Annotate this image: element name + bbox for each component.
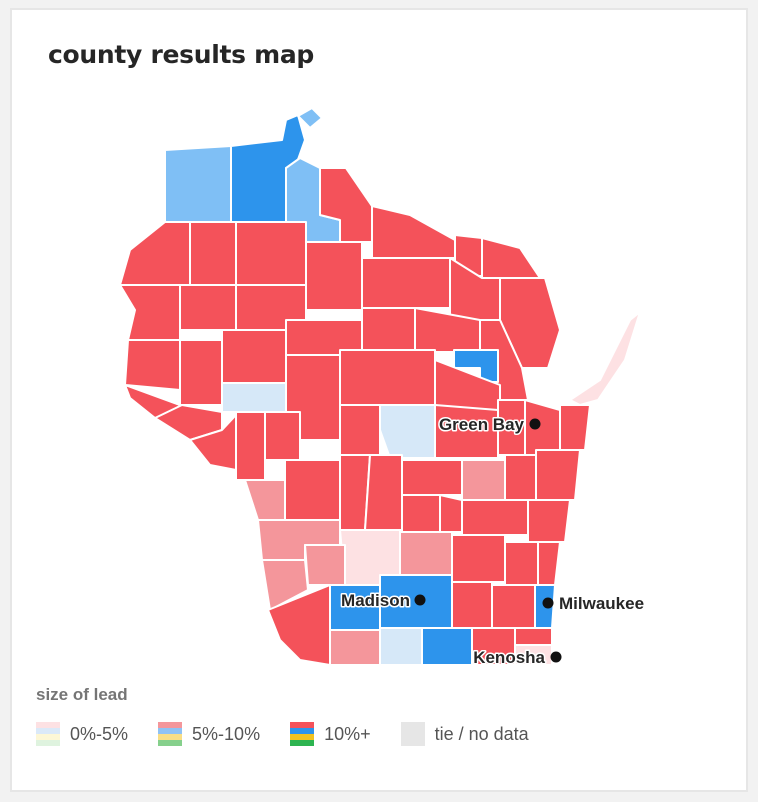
city-label: Green Bay	[439, 415, 525, 434]
legend-color-band	[36, 740, 60, 746]
county-waukesha[interactable]	[491, 584, 536, 629]
county-madeline-island[interactable]	[297, 107, 323, 129]
legend: 0%-5% 5%-10% 10%+ tie / no data	[36, 722, 559, 746]
county-sheboygan[interactable]	[527, 499, 571, 543]
city-label: Madison	[341, 591, 410, 610]
county-washburn[interactable]	[189, 221, 237, 286]
county-eauclaire[interactable]	[221, 382, 287, 413]
county-lafayette[interactable]	[329, 629, 381, 666]
city-dot	[529, 418, 541, 430]
city-dot	[542, 597, 554, 609]
county-stcroix[interactable]	[124, 339, 181, 391]
legend-swatch	[400, 722, 425, 746]
county-racine[interactable]	[514, 627, 553, 646]
legend-color-band	[158, 728, 183, 734]
county-greenlake[interactable]	[439, 494, 463, 533]
legend-label: 0%-5%	[70, 723, 129, 744]
county-washington[interactable]	[504, 541, 539, 586]
county-marquette[interactable]	[401, 494, 441, 533]
county-crawford[interactable]	[261, 559, 309, 611]
county-kenosha[interactable]	[514, 644, 553, 666]
legend-color-band	[158, 734, 183, 740]
county-waupaca[interactable]	[434, 404, 499, 459]
county-pepin[interactable]	[154, 404, 223, 441]
county-fonddulac[interactable]	[461, 499, 529, 536]
county-vilas[interactable]	[371, 205, 456, 259]
county-green[interactable]	[379, 627, 423, 666]
legend-swatch	[158, 722, 183, 746]
legend-color-band	[290, 722, 315, 728]
legend-label: 10%+	[324, 723, 371, 744]
county-jackson[interactable]	[264, 411, 301, 461]
county-price[interactable]	[305, 241, 363, 311]
city-madison: Madison	[340, 590, 426, 612]
county-marathon[interactable]	[339, 349, 436, 406]
legend-color-band	[290, 728, 315, 734]
county-calumet[interactable]	[504, 454, 537, 501]
city-label: Kenosha	[473, 648, 545, 667]
county-jefferson[interactable]	[451, 581, 493, 629]
county-chippewa[interactable]	[221, 329, 287, 384]
county-dunn[interactable]	[179, 339, 223, 406]
county-rock[interactable]	[421, 627, 473, 666]
county-door[interactable]	[569, 311, 641, 406]
legend-color-band	[290, 734, 315, 740]
county-sawyer[interactable]	[235, 221, 307, 286]
county-lacrosse[interactable]	[244, 479, 286, 521]
county-waushara[interactable]	[401, 459, 463, 496]
legend-swatch	[36, 722, 60, 746]
legend-color-band	[158, 740, 183, 746]
county-adams[interactable]	[364, 454, 403, 531]
county-lincoln[interactable]	[361, 307, 416, 351]
city-green-bay: Green Bay	[437, 414, 541, 436]
county-barron[interactable]	[179, 284, 237, 331]
county-oneida[interactable]	[361, 257, 451, 309]
county-dodge[interactable]	[451, 534, 506, 583]
city-dot	[550, 651, 562, 663]
county-grant[interactable]	[267, 584, 331, 666]
county-wood[interactable]	[339, 404, 381, 456]
county-brown[interactable]	[524, 399, 561, 456]
county-burnett[interactable]	[119, 221, 191, 286]
county-trempealeau[interactable]	[235, 411, 266, 481]
county-polk[interactable]	[119, 284, 181, 341]
county-ozaukee[interactable]	[537, 541, 561, 586]
county-monroe[interactable]	[284, 459, 341, 521]
legend-label: tie / no data	[434, 723, 529, 744]
city-milwaukee: Milwaukee	[542, 593, 646, 615]
county-manitowoc[interactable]	[535, 449, 581, 501]
legend-color-band	[36, 728, 60, 734]
legend-item-tie: tie / no data	[400, 722, 529, 746]
map-title: county results map	[48, 40, 315, 69]
city-kenosha: Kenosha	[472, 647, 562, 669]
legend-color-band	[158, 722, 183, 728]
legend-item-0-5: 0%-5%	[36, 722, 128, 746]
legend-color-band	[400, 722, 425, 746]
legend-color-band	[290, 740, 315, 746]
legend-title: size of lead	[36, 685, 128, 704]
legend-item-5-10: 5%-10%	[158, 722, 260, 746]
county-winnebago[interactable]	[461, 459, 506, 501]
legend-label: 5%-10%	[192, 723, 261, 744]
legend-item-10-plus: 10%+	[290, 722, 371, 746]
county-richland[interactable]	[304, 544, 346, 586]
county-kewaunee[interactable]	[559, 404, 591, 451]
legend-swatch	[290, 722, 315, 746]
city-label: Milwaukee	[559, 594, 644, 613]
legend-color-band	[36, 722, 60, 728]
city-dot	[414, 594, 426, 606]
county-columbia[interactable]	[399, 531, 453, 576]
legend-color-band	[36, 734, 60, 740]
county-douglas[interactable]	[164, 145, 232, 223]
county-marinette-north[interactable]	[481, 237, 541, 279]
county-portage[interactable]	[379, 404, 436, 459]
